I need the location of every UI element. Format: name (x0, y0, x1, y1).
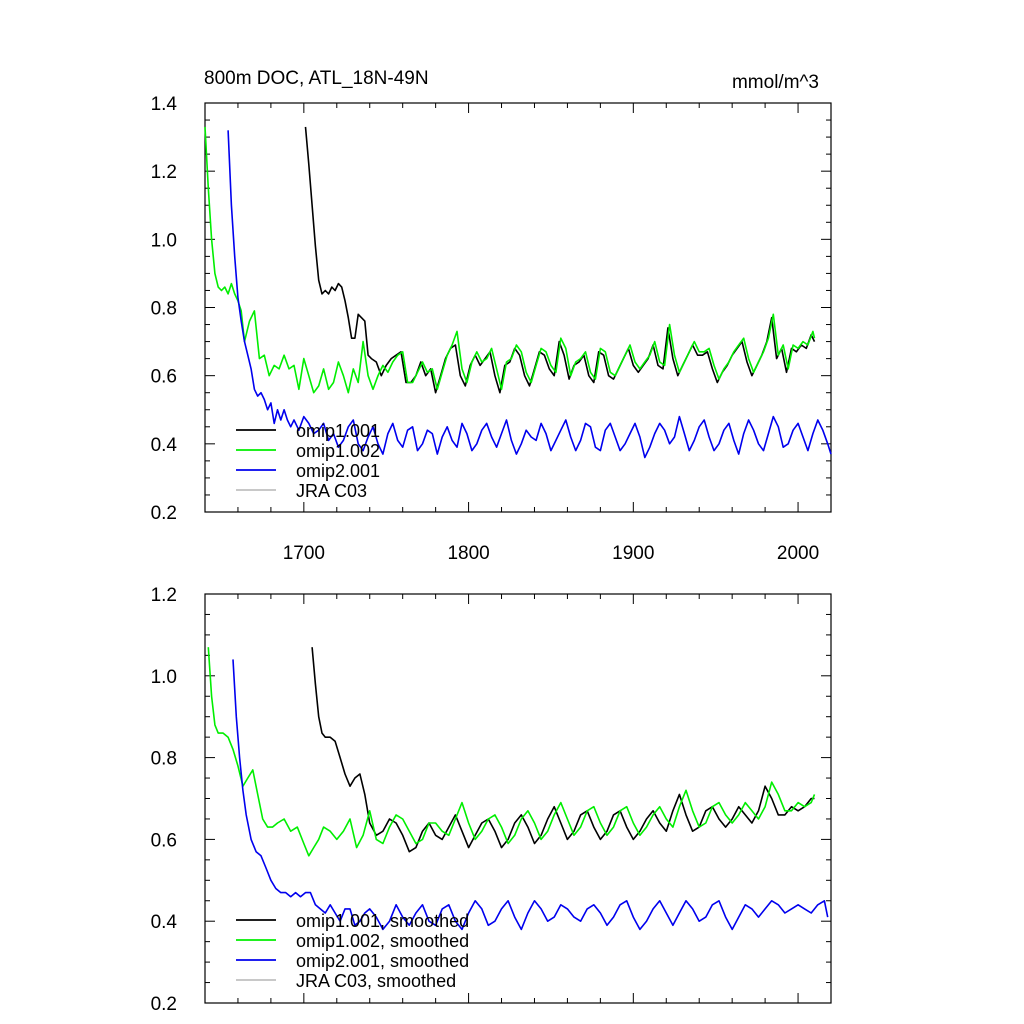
legend-label: omip1.002 (296, 441, 380, 461)
y-tick-label: 1.2 (151, 162, 177, 183)
y-tick-label: 0.6 (151, 830, 177, 851)
y-tick-label: 0.8 (151, 749, 177, 770)
legend-label: omip1.002, smoothed (296, 931, 469, 951)
legend-label: omip1.001 (296, 421, 380, 441)
y-tick-label: 1.0 (151, 230, 177, 251)
series-line (232, 659, 829, 931)
top-panel: 0.2 0.4 0.6 0.8 1.0 1.2 1.4 1700 1800 1900 2000 omi… (151, 94, 832, 564)
series-line (227, 130, 832, 459)
y-tick-label: 0.6 (151, 367, 177, 388)
legend-label: omip1.001, smoothed (296, 911, 469, 931)
y-tick-label: 0.4 (151, 912, 178, 933)
chart-units: mmol/m^3 (732, 72, 819, 93)
x-tick-label: 1700 (283, 543, 325, 564)
x-tick-label: 1900 (612, 543, 654, 564)
series-line (304, 126, 816, 394)
series-line (204, 126, 816, 394)
y-tick-label: 0.2 (151, 994, 177, 1015)
y-tick-label: 1.0 (151, 667, 177, 688)
x-tick-label: 1800 (447, 543, 489, 564)
chart-title: 800m DOC, ATL_18N-49N (204, 68, 429, 89)
y-tick-label: 0.4 (151, 435, 178, 456)
series-line (207, 647, 816, 857)
y-tick-label: 1.4 (151, 94, 178, 115)
y-tick-label: 0.8 (151, 299, 177, 320)
legend-label: omip2.001 (296, 461, 380, 481)
legend-label: JRA C03, smoothed (296, 971, 456, 991)
y-tick-label: 1.2 (151, 585, 177, 606)
y-tick-label: 0.2 (151, 503, 177, 524)
x-tick-label: 2000 (777, 543, 819, 564)
series-line (311, 647, 815, 853)
legend-label: omip2.001, smoothed (296, 951, 469, 971)
legend-label: JRA C03 (296, 481, 367, 501)
